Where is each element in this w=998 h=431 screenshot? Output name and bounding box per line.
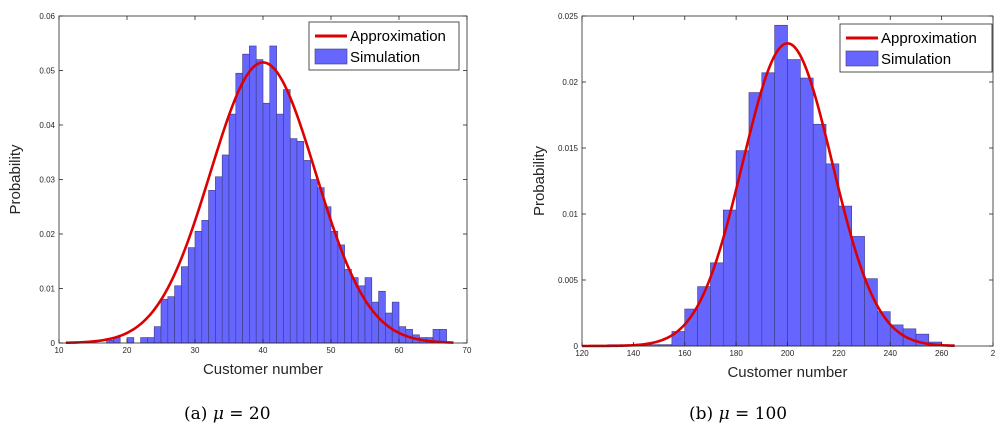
caption-b-rest: = 100 (729, 404, 788, 424)
histogram-bar (851, 236, 865, 347)
histogram-bar (140, 337, 148, 344)
histogram-bar (800, 77, 814, 347)
x-tick-label: 180 (729, 349, 743, 358)
x-tick-label: 50 (327, 346, 336, 355)
y-tick-label: 0 (574, 342, 579, 351)
histogram-bar (330, 230, 339, 344)
histogram-bar (249, 45, 257, 344)
x-tick-label: 2 (991, 349, 996, 358)
caption-a-symbol: μ (212, 404, 224, 424)
histogram-bar (812, 123, 827, 347)
legend-label-approximation: Approximation (881, 30, 977, 47)
legend-box (839, 23, 993, 73)
x-tick-label: 10 (55, 346, 64, 355)
histogram-bar (761, 72, 775, 347)
histogram-bar (276, 113, 284, 344)
chart-panel-b: 120 140 160 180 200 220 240 260 2 0 0.005 0.01 0.015… (500, 0, 998, 395)
histogram-bar (303, 160, 311, 344)
caption-a-rest: = 20 (223, 404, 271, 424)
histogram-bar (774, 24, 788, 347)
x-tick-label: 30 (191, 346, 200, 355)
histogram-bar (864, 278, 878, 347)
x-tick-label: 20 (123, 346, 132, 355)
histogram-bar (147, 337, 155, 344)
y-tick-label: 0.01 (39, 285, 55, 294)
histogram-bar (187, 247, 196, 344)
y-axis-label: Probability (7, 144, 24, 215)
histogram-bar (153, 326, 162, 344)
legend-label-approximation: Approximation (350, 28, 446, 45)
histogram-bar (283, 89, 291, 344)
approximation-curve (65, 61, 454, 345)
histogram-bar (344, 269, 352, 344)
approximation-curve (582, 42, 955, 348)
histogram-bar (391, 301, 400, 344)
caption-b-symbol: μ (718, 404, 730, 424)
x-tick-label: 40 (259, 346, 268, 355)
histogram-bar (160, 299, 169, 344)
histogram-bar (242, 53, 250, 344)
histogram-bar (174, 285, 182, 344)
y-tick-label: 0.05 (39, 67, 55, 76)
histogram-chart-a: 10 20 30 40 50 60 70 0 0.01 0.02 0.03 0.04 0.05 0.06 C… (7, 12, 472, 378)
y-tick-label: 0.04 (39, 121, 55, 130)
x-tick-label: 160 (678, 349, 692, 358)
caption-b: (b) μ = 100 (689, 404, 787, 424)
histogram-bar (787, 59, 801, 347)
histogram-bar (126, 337, 135, 344)
y-tick-label: 0.06 (39, 12, 55, 21)
y-tick-label: 0.02 (562, 78, 578, 87)
x-tick-label: 260 (935, 349, 949, 358)
x-tick-label: 70 (463, 346, 472, 355)
histogram-bar (269, 45, 277, 344)
histogram-bar (323, 206, 332, 344)
x-tick-label: 200 (781, 349, 795, 358)
legend-bar-swatch (314, 48, 348, 65)
y-tick-label: 0.01 (562, 210, 578, 219)
histogram-bar (289, 138, 298, 344)
x-tick-label: 220 (832, 349, 846, 358)
y-tick-label: 0.015 (558, 144, 579, 153)
histogram-bar (201, 220, 209, 344)
histogram-bar (194, 230, 203, 344)
x-axis-label: Customer number (203, 361, 323, 378)
legend-label-simulation: Simulation (881, 51, 951, 68)
histogram-bar (215, 176, 223, 344)
histogram-bar (337, 244, 345, 344)
legend: Approximation Simulation (308, 21, 460, 71)
histogram-bar (371, 301, 379, 344)
chart-panel-a: 10 20 30 40 50 60 70 0 0.01 0.02 0.03 0.04 0.05 0.06 C… (0, 0, 475, 395)
histogram-bar (255, 59, 264, 344)
histogram-bar (296, 141, 305, 344)
x-tick-label: 120 (575, 349, 589, 358)
legend-bar-swatch (845, 50, 879, 67)
y-tick-label: 0.03 (39, 176, 55, 185)
x-tick-label: 60 (395, 346, 404, 355)
histogram-chart-b: 120 140 160 180 200 220 240 260 2 0 0.005 0.01 0.015… (531, 12, 996, 381)
histogram-bar (208, 190, 216, 344)
x-axis-label: Customer number (727, 364, 847, 381)
y-axis-label: Probability (531, 145, 548, 216)
legend-label-simulation: Simulation (350, 49, 420, 66)
histogram-bar (228, 113, 237, 344)
histogram-bar (221, 154, 230, 344)
caption-b-label: (b) (689, 404, 714, 424)
histogram-bar (167, 296, 175, 344)
histogram-bar (825, 163, 840, 347)
caption-a: (a) μ = 20 (184, 404, 271, 424)
histogram-bar (235, 72, 243, 344)
x-tick-label: 140 (627, 349, 641, 358)
histogram-bar (181, 266, 189, 344)
y-tick-label: 0.025 (558, 12, 579, 21)
y-tick-label: 0 (51, 339, 56, 348)
caption-a-label: (a) (184, 404, 208, 424)
y-tick-label: 0.02 (39, 230, 55, 239)
legend: Approximation Simulation (839, 23, 993, 73)
x-tick-label: 240 (884, 349, 898, 358)
y-tick-label: 0.005 (558, 276, 579, 285)
histogram-bar (317, 187, 325, 344)
histogram-bar (310, 179, 318, 344)
histogram-bar (262, 102, 271, 344)
